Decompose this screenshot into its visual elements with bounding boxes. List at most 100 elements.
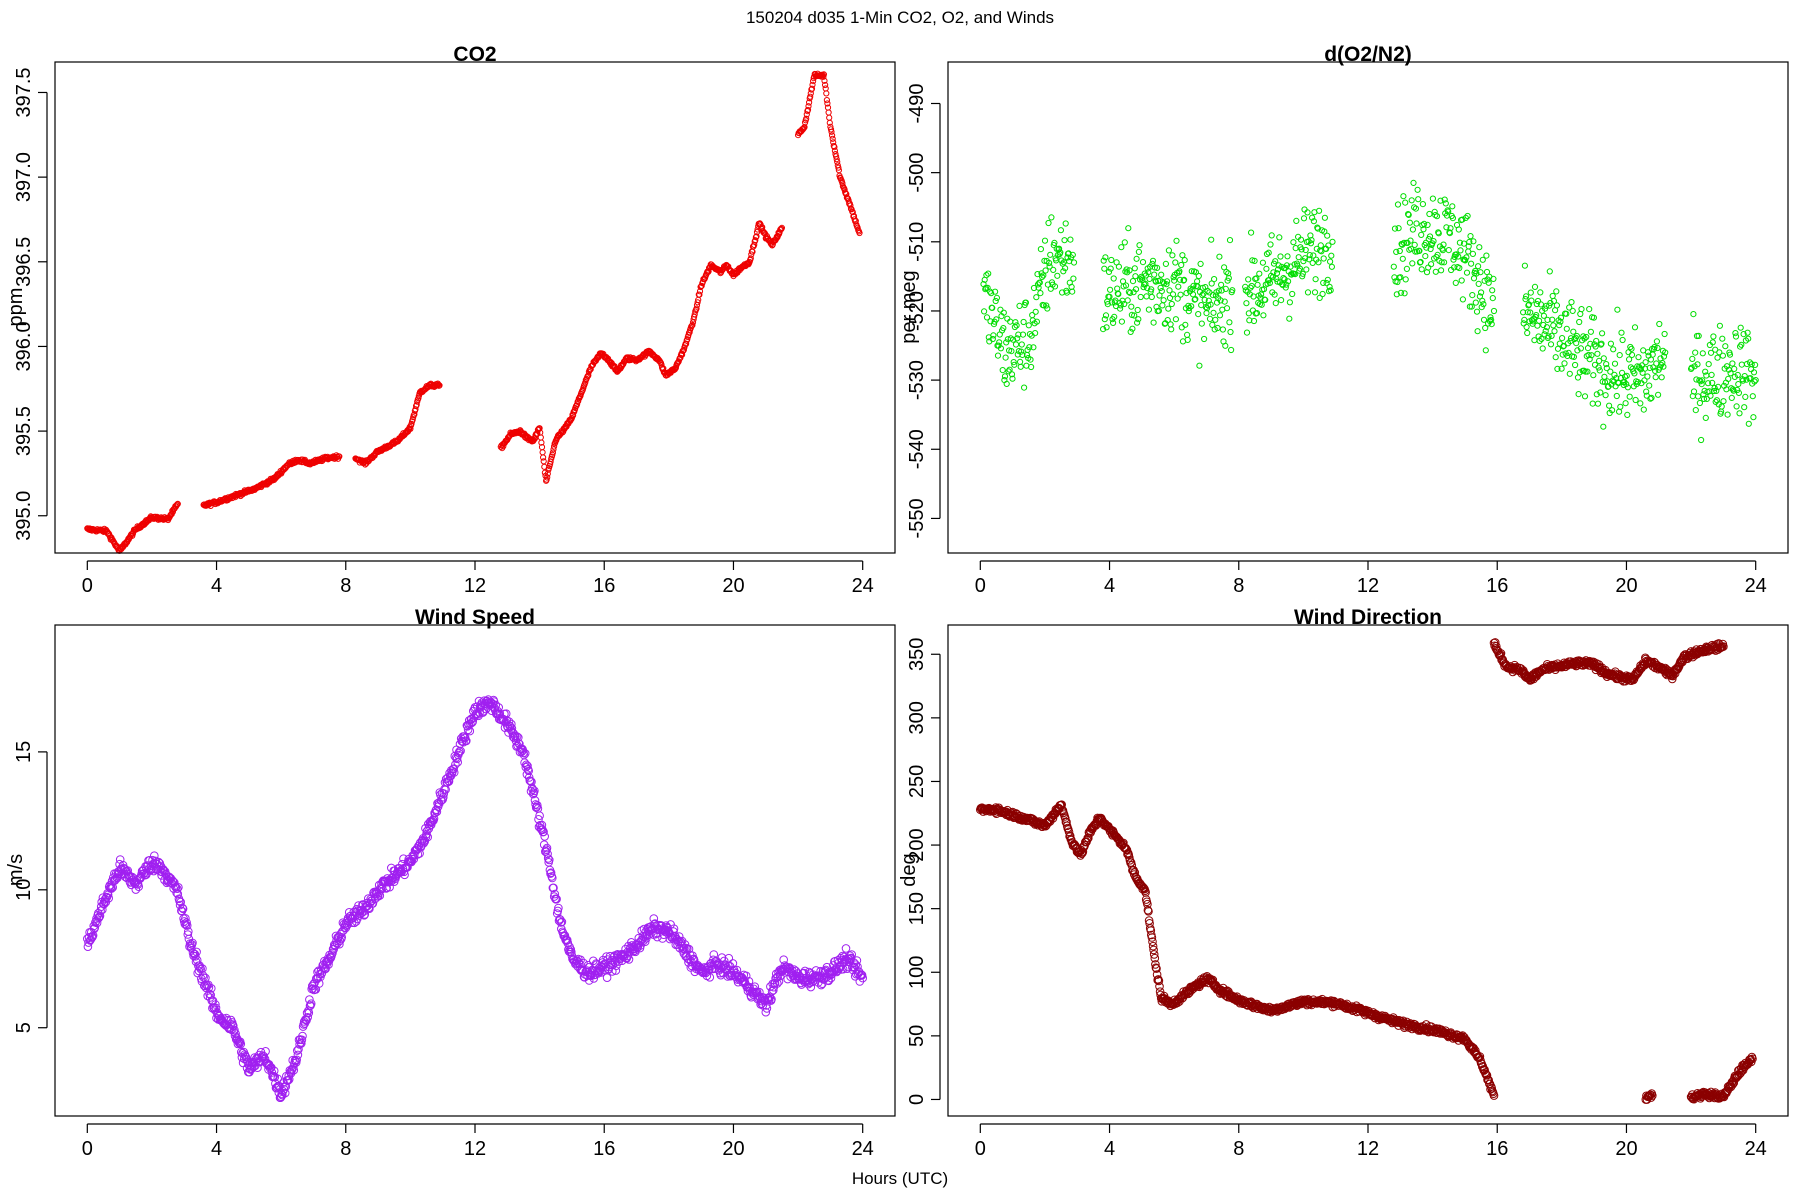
o2n2-data-point [1272, 300, 1279, 307]
co2-data-point [408, 420, 415, 427]
o2n2-data-point [1317, 242, 1324, 249]
o2n2-data-point [1326, 283, 1333, 290]
wind-speed-data-point [520, 749, 530, 758]
o2n2-y-axis: -550-540-530-520-510-500-490 [906, 83, 941, 538]
o2n2-data-point [1015, 348, 1023, 355]
o2n2-data-point [1573, 340, 1580, 347]
wind-direction-data-point [1152, 970, 1162, 979]
o2n2-data-point [1132, 286, 1140, 293]
o2n2-data-point [1286, 299, 1294, 306]
co2-data-point [831, 147, 839, 154]
o2n2-data-point [1735, 381, 1742, 388]
o2n2-data-point [1319, 290, 1326, 298]
o2n2-data-point [1316, 207, 1323, 214]
wind-speed-data-point [230, 1025, 239, 1035]
wind-speed-x-tick-label: 8 [340, 1138, 351, 1160]
o2n2-data-point [1716, 322, 1724, 329]
o2n2-data-point [1554, 365, 1561, 372]
co2-data-point [823, 90, 830, 97]
o2n2-data-point [1250, 317, 1258, 325]
o2n2-data-point [990, 332, 997, 339]
wind-speed-data-point [154, 857, 163, 867]
o2n2-data-point [1718, 403, 1725, 410]
wind-speed-data-point [368, 899, 378, 908]
o2n2-data-point [1253, 275, 1260, 282]
wind-speed-data-point [533, 801, 542, 810]
o2n2-data-point [1101, 316, 1108, 323]
wind-direction-data-point [1078, 847, 1088, 857]
o2n2-data-point [1464, 212, 1471, 220]
o2n2-data-point [1428, 261, 1435, 268]
wind-speed-data-point [451, 760, 460, 769]
o2n2-data-point [1406, 219, 1414, 226]
o2n2-data-point [1689, 355, 1696, 362]
wind-speed-data-point [716, 970, 726, 980]
o2n2-data-point [1463, 254, 1470, 261]
wind-speed-data-point [552, 894, 561, 904]
o2n2-data-point [1635, 354, 1642, 361]
o2n2-data-point [1323, 280, 1330, 287]
o2n2-data-point [1137, 293, 1144, 301]
co2-y-tick-label: 396.5 [13, 237, 35, 287]
o2n2-data-point [1426, 210, 1433, 218]
o2n2-data-point [1486, 317, 1494, 325]
o2n2-data-point [1553, 288, 1560, 295]
o2n2-data-point [1619, 369, 1626, 376]
o2n2-data-point [1248, 282, 1255, 290]
co2-data-point [436, 382, 443, 389]
wind-speed-data-point [579, 958, 588, 968]
wind-direction-data-point [1151, 960, 1160, 969]
o2n2-data-point [1537, 301, 1545, 308]
o2n2-data-point [1030, 284, 1038, 292]
o2n2-data-point [1547, 341, 1555, 348]
o2n2-data-point [1746, 359, 1754, 366]
o2n2-data-point [1536, 317, 1543, 324]
o2n2-data-point [1396, 247, 1403, 255]
o2n2-data-point [1710, 387, 1718, 395]
o2n2-data-point [1254, 281, 1261, 288]
o2n2-data-point [1135, 316, 1142, 323]
wind-speed-data-point [555, 915, 565, 924]
o2n2-data-point [1617, 403, 1624, 410]
co2-data-point [825, 109, 832, 116]
wind-speed-x-tick-label: 4 [211, 1138, 222, 1160]
o2n2-data-point [1221, 264, 1228, 271]
o2n2-data-point [1397, 289, 1405, 296]
wind-speed-data-point [535, 811, 544, 821]
wind-speed-plot-box [54, 624, 896, 1117]
wind-speed-data-point [523, 761, 532, 771]
o2n2-data-point [1204, 287, 1211, 294]
wind-speed-data-point [439, 789, 449, 798]
o2n2-data-point [1195, 272, 1202, 280]
o2n2-data-point [1140, 284, 1147, 291]
co2-x-axis: 0 4 8 12 16 20 24 [82, 560, 874, 597]
o2n2-data-point [1751, 378, 1758, 385]
o2n2-data-point [1129, 278, 1137, 285]
o2n2-x-axis: 0 4 8 12 16 20 24 [975, 560, 1767, 597]
o2n2-y-tick-label: -490 [906, 83, 928, 123]
o2n2-data-point [1051, 239, 1058, 246]
wind-speed-data-point [767, 995, 776, 1004]
co2-data-point [822, 85, 829, 92]
o2n2-data-point [1610, 346, 1617, 353]
o2n2-data-point [1623, 372, 1630, 379]
co2-x-tick-label: 24 [852, 575, 874, 597]
co2-data-point [778, 224, 786, 231]
co2-y-tick-label: 395.0 [13, 491, 35, 541]
wind-speed-data-point [178, 903, 187, 913]
o2n2-data-point [1641, 377, 1648, 384]
o2n2-data-point [1613, 392, 1620, 400]
o2n2-data-point [1019, 331, 1027, 338]
o2n2-data-point [1166, 294, 1174, 302]
wind-direction-data-point [1147, 933, 1157, 942]
o2n2-data-point [1585, 351, 1592, 359]
wind-speed-data-point [775, 971, 785, 981]
o2n2-data-point [1127, 289, 1134, 296]
o2n2-data-point [1309, 214, 1316, 221]
o2n2-data-point [1243, 300, 1250, 307]
o2n2-data-point [1216, 312, 1224, 319]
o2n2-data-point [1057, 249, 1064, 256]
o2n2-data-point [1468, 303, 1475, 310]
wind-speed-data-point [553, 906, 563, 916]
o2n2-data-point [1302, 255, 1309, 262]
